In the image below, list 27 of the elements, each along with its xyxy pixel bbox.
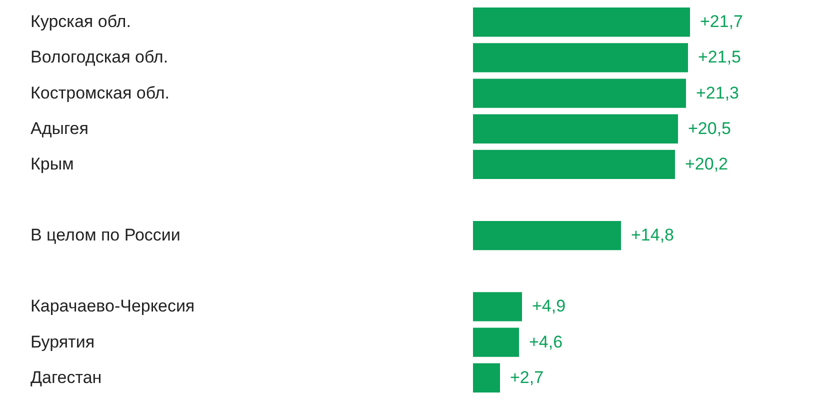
bar — [473, 150, 675, 180]
data-label: +4,9 — [532, 296, 566, 316]
data-label: +4,6 — [529, 332, 563, 352]
bar — [473, 328, 519, 357]
y-tick-label: В целом по России — [30, 226, 180, 245]
y-tick-label: Дагестан — [30, 368, 102, 387]
y-tick-label: Курская обл. — [30, 12, 131, 32]
bar — [473, 78, 686, 108]
y-tick-label: Карачаево-Черкесия — [30, 296, 195, 316]
bar — [473, 363, 500, 392]
data-label: +20,2 — [685, 154, 728, 174]
bar — [473, 292, 522, 322]
y-tick-label: Бурятия — [30, 332, 95, 352]
data-label: +21,3 — [696, 83, 740, 102]
bar — [473, 8, 690, 37]
data-label: +21,7 — [700, 12, 744, 32]
data-label: +2,7 — [510, 368, 544, 387]
data-label: +21,5 — [698, 48, 742, 67]
bar — [473, 43, 688, 72]
data-label: +20,5 — [688, 118, 732, 138]
y-tick-label: Адыгея — [30, 118, 88, 138]
y-tick-label: Крым — [30, 154, 74, 174]
bar — [473, 114, 678, 144]
y-tick-label: Вологодская обл. — [30, 48, 168, 67]
y-tick-label: Костромская обл. — [30, 83, 170, 102]
data-label: +14,8 — [631, 226, 674, 245]
bar — [473, 220, 621, 250]
